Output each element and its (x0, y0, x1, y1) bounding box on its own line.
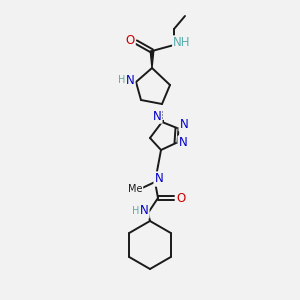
Text: N: N (154, 172, 164, 185)
Text: N: N (126, 74, 134, 86)
Polygon shape (150, 51, 154, 68)
Text: Me: Me (128, 184, 142, 194)
Text: NH: NH (173, 37, 191, 50)
Text: N: N (180, 118, 188, 130)
Text: H: H (118, 75, 126, 85)
Text: N: N (153, 110, 161, 122)
Text: O: O (176, 191, 186, 205)
Text: O: O (125, 34, 135, 47)
Text: H: H (132, 206, 140, 216)
Text: N: N (178, 136, 188, 149)
Text: N: N (140, 205, 148, 218)
